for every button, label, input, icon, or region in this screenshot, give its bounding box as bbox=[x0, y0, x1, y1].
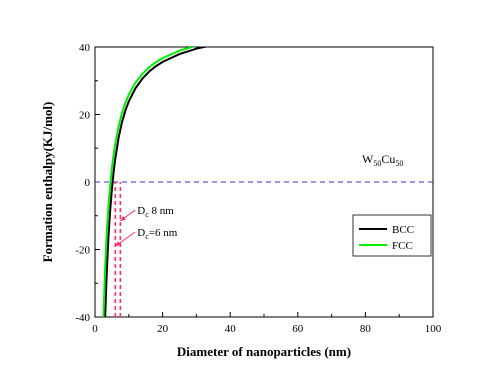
y-axis-ticks: -40 -20 0 20 40 bbox=[75, 42, 100, 324]
annotation-arrowhead bbox=[120, 215, 126, 221]
legend: BCC FCC bbox=[352, 214, 432, 257]
x-tick-label: 80 bbox=[360, 323, 372, 335]
annotation-arrowhead bbox=[115, 241, 121, 247]
y-tick-label: 0 bbox=[85, 177, 91, 189]
y-tick-label: -20 bbox=[75, 245, 90, 257]
x-tick-label: 0 bbox=[92, 323, 98, 335]
x-tick-label: 20 bbox=[157, 323, 169, 335]
legend-entries: BCC FCC bbox=[359, 224, 414, 252]
x-axis-title: Diameter of nanoparticles (nm) bbox=[177, 344, 351, 359]
critical-diameter-label: Dc=6 nm bbox=[137, 227, 177, 241]
critical-diameter-label: Dc 8 nm bbox=[137, 205, 174, 219]
y-tick-label: 20 bbox=[79, 110, 91, 122]
x-tick-label: 60 bbox=[292, 323, 304, 335]
plot-frame bbox=[94, 46, 434, 318]
series-lines bbox=[102, 47, 209, 317]
composition-label: W50Cu50 bbox=[362, 152, 403, 168]
legend-label-fcc: FCC bbox=[392, 240, 413, 252]
y-tick-label: 40 bbox=[79, 42, 91, 54]
y-tick-label: -40 bbox=[75, 312, 90, 324]
critical-diameter-markers bbox=[114, 182, 122, 317]
x-tick-label: 40 bbox=[225, 323, 237, 335]
annotations: Dc 8 nm Dc=6 nm bbox=[114, 205, 178, 247]
legend-box bbox=[352, 214, 432, 257]
x-tick-label: 100 bbox=[425, 323, 442, 335]
y-axis-title: Formation enthalpy(KJ/mol) bbox=[40, 102, 55, 263]
series-line-fcc bbox=[102, 47, 196, 317]
series-line-bcc bbox=[104, 47, 209, 317]
legend-label-bcc: BCC bbox=[392, 224, 414, 236]
x-axis-ticks: 0 20 40 60 80 100 bbox=[92, 312, 442, 335]
